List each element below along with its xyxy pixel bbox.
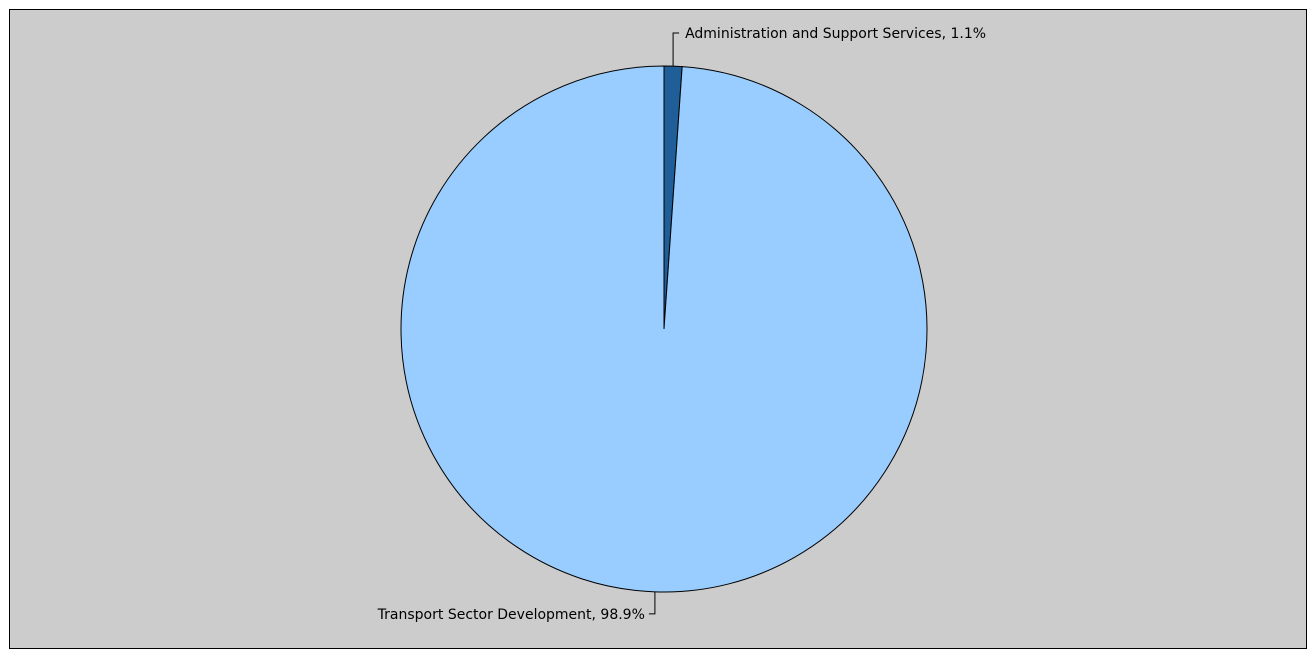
chart-frame: Administration and Support Services, 1.1… — [9, 9, 1307, 649]
leader-line-administration — [672, 32, 680, 67]
slice-label-transport-sector: Transport Sector Development, 98.9% — [377, 607, 645, 623]
slice-label-administration: Administration and Support Services, 1.1… — [685, 26, 986, 42]
pie-slice-transport-sector — [400, 65, 928, 593]
pie-slices — [400, 65, 928, 593]
pie-chart: Administration and Support Services, 1.1… — [377, 26, 986, 623]
leader-line-transport-sector — [648, 591, 656, 615]
pie-labels: Administration and Support Services, 1.1… — [377, 26, 986, 623]
label-leader-lines — [648, 32, 680, 615]
